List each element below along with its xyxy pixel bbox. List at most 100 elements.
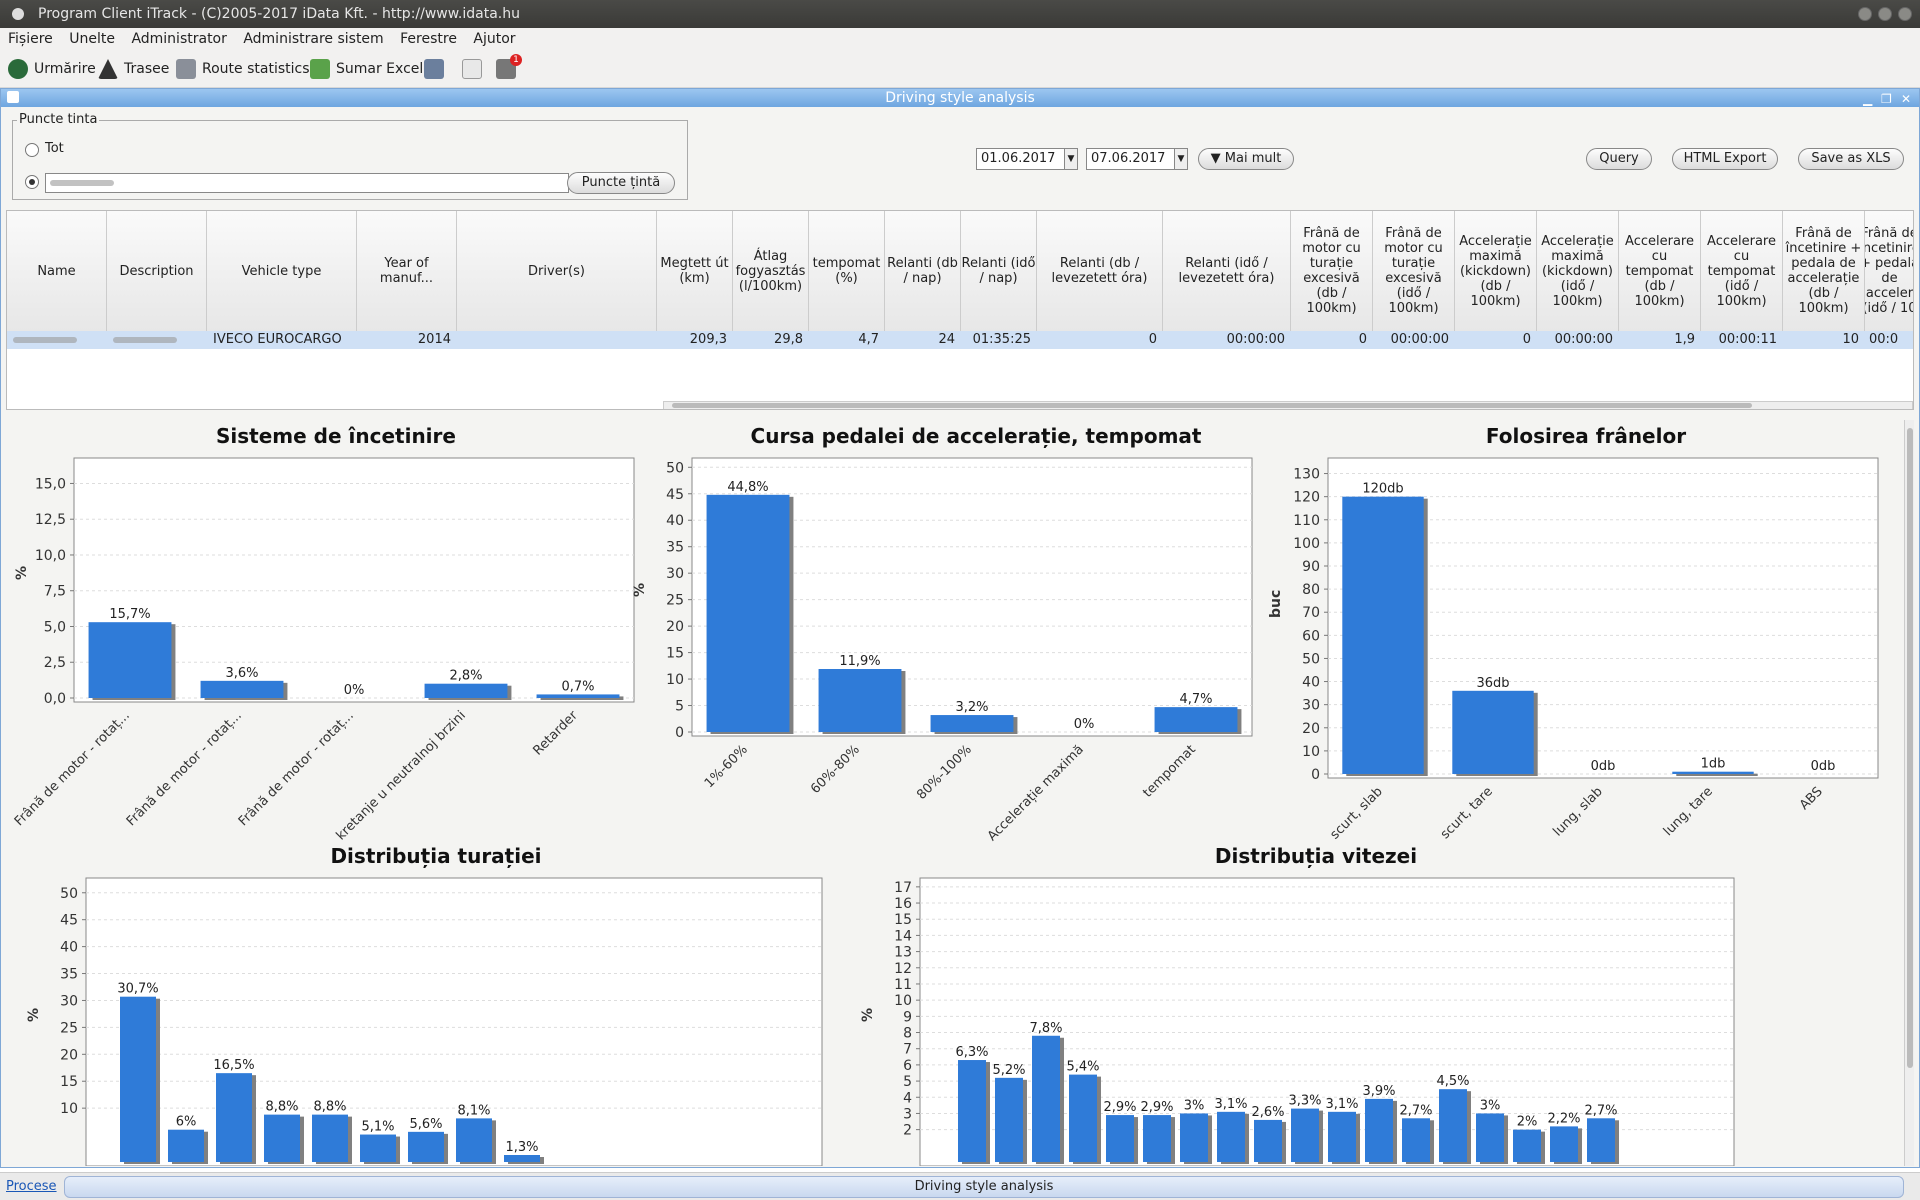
col-header[interactable]: Relanti (db / nap)	[885, 211, 961, 331]
trasee-button[interactable]: Trasee	[98, 56, 169, 82]
col-header[interactable]: Relanti (idő / levezetett óra)	[1163, 211, 1291, 331]
col-header[interactable]: Description	[107, 211, 207, 331]
message-button[interactable]	[462, 56, 482, 82]
y-axis-label: buc	[1268, 590, 1284, 618]
col-header[interactable]: Accelerare cu tempomat (db / 100km)	[1619, 211, 1701, 331]
data-label: 1,3%	[505, 1140, 538, 1155]
data-label: 2,6%	[1251, 1105, 1284, 1120]
x-tick-label: 1%-60%	[702, 742, 751, 791]
date-from-dropdown[interactable]: ▼	[1064, 148, 1078, 170]
col-header[interactable]: Vehicle type	[207, 211, 357, 331]
doc-close-button[interactable]: ✕	[1901, 92, 1912, 106]
query-button[interactable]: Query	[1586, 148, 1652, 170]
menu-fisiere[interactable]: Fișiere	[8, 31, 53, 47]
sumar-excel-button[interactable]: Sumar Excel	[310, 56, 423, 82]
col-header[interactable]: Accelerație maximă (kickdown) (idő / 100…	[1537, 211, 1619, 331]
doc-maximize-button[interactable]: ❐	[1881, 92, 1892, 106]
data-label: 6%	[176, 1115, 197, 1130]
col-header[interactable]: Accelerare cu tempomat (idő / 100km)	[1701, 211, 1783, 331]
radio-all[interactable]	[25, 143, 39, 157]
target-points-button[interactable]: Puncte țintă	[567, 172, 675, 194]
target-input[interactable]	[45, 173, 569, 193]
bar	[1402, 1118, 1430, 1162]
menu-ferestre[interactable]: Ferestre	[400, 31, 457, 47]
close-button[interactable]	[1898, 7, 1912, 21]
bar	[1291, 1108, 1319, 1162]
procese-link[interactable]: Procese	[6, 1179, 57, 1194]
html-export-button[interactable]: HTML Export	[1672, 148, 1778, 170]
col-header[interactable]: tempomat (%)	[809, 211, 885, 331]
col-header[interactable]: Frână de încetinire + pedala de acceler …	[1865, 211, 1913, 331]
cell: 4,7	[858, 332, 879, 347]
y-tick-label: 10	[894, 993, 912, 1009]
scroll-thumb[interactable]	[1907, 428, 1913, 1068]
col-header[interactable]: Frână de motor cu turație excesivă (db /…	[1291, 211, 1373, 331]
data-label: 3%	[1480, 1098, 1501, 1113]
y-tick-label: 0	[675, 725, 684, 741]
y-tick-label: 50	[60, 886, 78, 902]
col-header[interactable]: Accelerație maximă (kickdown) (db / 100k…	[1455, 211, 1537, 331]
col-header[interactable]: Driver(s)	[457, 211, 657, 331]
scroll-thumb[interactable]	[672, 403, 1752, 408]
menu-administrator[interactable]: Administrator	[131, 31, 227, 47]
col-header[interactable]: Relanti (idő / nap)	[961, 211, 1037, 331]
urmarire-button[interactable]: Urmărire	[8, 56, 96, 82]
radio-all-label: Tot	[45, 141, 64, 156]
menu-unelte[interactable]: Unelte	[69, 31, 115, 47]
data-label: 2,7%	[1584, 1103, 1617, 1118]
cell: 00:00:00	[1390, 332, 1449, 347]
data-label: 0,7%	[561, 679, 594, 694]
date-to-dropdown[interactable]: ▼	[1174, 148, 1188, 170]
y-tick-label: 80	[1302, 582, 1320, 598]
date-from-field[interactable]: 01.06.2017	[976, 148, 1066, 170]
radio-selected[interactable]	[25, 175, 39, 189]
date-to-field[interactable]: 07.06.2017	[1086, 148, 1176, 170]
more-button[interactable]: ▼ Mai mult	[1198, 148, 1294, 170]
vehicles-button[interactable]	[424, 56, 444, 82]
save-as-xls-button[interactable]: Save as XLS	[1798, 148, 1904, 170]
report-button[interactable]: 1	[496, 54, 522, 82]
col-header[interactable]: Megtett út (km)	[657, 211, 733, 331]
col-header[interactable]: Frână de motor cu turație excesivă (idő …	[1373, 211, 1455, 331]
horizontal-scrollbar[interactable]	[663, 401, 1913, 409]
col-header[interactable]: Átlag fogyasztás (l/100km)	[733, 211, 809, 331]
bar	[456, 1118, 492, 1162]
data-label: 2%	[1517, 1115, 1538, 1130]
menu-administrare-sistem[interactable]: Administrare sistem	[243, 31, 384, 47]
y-tick-label: 14	[894, 928, 912, 944]
minimize-button[interactable]	[1858, 7, 1872, 21]
road-icon	[98, 59, 118, 79]
menu-ajutor[interactable]: Ajutor	[473, 31, 516, 47]
x-tick-label: ABS	[1797, 784, 1826, 813]
data-label: 8,8%	[313, 1100, 346, 1115]
y-tick-label: 6	[903, 1058, 912, 1074]
route-statistics-button[interactable]: Route statistics	[176, 56, 310, 82]
data-label: 30,7%	[117, 982, 158, 997]
trasee-label: Trasee	[124, 61, 170, 77]
maximize-button[interactable]	[1878, 7, 1892, 21]
cell: 0	[1148, 332, 1157, 347]
vertical-scrollbar[interactable]	[1904, 420, 1914, 1166]
bar	[1032, 1035, 1060, 1162]
col-header[interactable]: Name	[7, 211, 107, 331]
envelope-icon	[462, 59, 482, 79]
taskbar-window-button[interactable]: Driving style analysis	[64, 1176, 1904, 1198]
bar	[1069, 1074, 1097, 1162]
col-header[interactable]: Frână de încetinire + pedala de accelera…	[1783, 211, 1865, 331]
data-label: 4,7%	[1179, 692, 1212, 707]
data-label: 16,5%	[213, 1058, 254, 1073]
charts-panel: Sisteme de încetinire Cursa pedalei de a…	[6, 420, 1900, 1166]
doc-minimize-button[interactable]: ▁	[1863, 92, 1873, 106]
data-label: 3,6%	[225, 666, 258, 681]
y-tick-label: 7,5	[44, 584, 66, 600]
data-label: 5,4%	[1066, 1060, 1099, 1075]
data-label: 5,2%	[992, 1063, 1025, 1078]
cell: 00:00:00	[1554, 332, 1613, 347]
x-tick-label: Frână de motor - rotaț...	[12, 708, 133, 829]
col-header[interactable]: Year of manuf...	[357, 211, 457, 331]
data-label: 4,5%	[1436, 1074, 1469, 1089]
col-header[interactable]: Relanti (db / levezetett óra)	[1037, 211, 1163, 331]
table-row[interactable]	[7, 331, 1913, 349]
cell: 0	[1358, 332, 1367, 347]
bar	[1154, 707, 1238, 732]
